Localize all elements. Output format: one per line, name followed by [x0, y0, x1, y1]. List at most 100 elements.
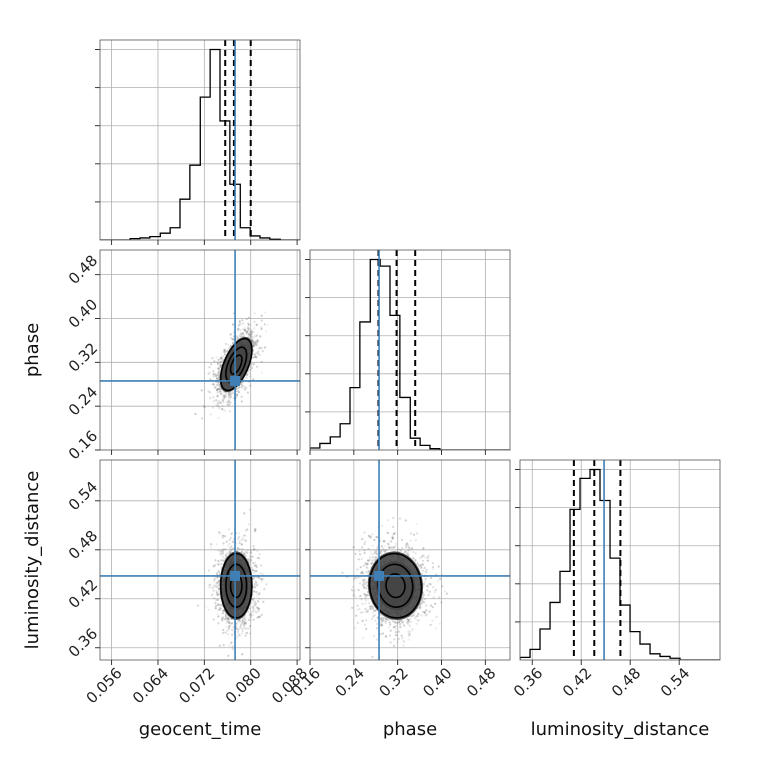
sample-point — [382, 550, 385, 553]
sample-point — [358, 582, 362, 585]
sample-point — [361, 570, 364, 573]
sample-point — [362, 578, 365, 581]
sample-point — [398, 622, 402, 626]
sample-point — [252, 345, 255, 348]
sample-point — [394, 624, 398, 628]
sample-point — [352, 546, 355, 549]
sample-point — [257, 352, 260, 356]
sample-point — [213, 386, 216, 389]
sample-point — [258, 597, 261, 600]
sample-point — [252, 345, 255, 348]
sample-point — [434, 588, 437, 592]
sample-point — [219, 364, 222, 367]
sample-point — [229, 393, 232, 396]
sample-point — [371, 655, 374, 659]
sample-point — [383, 540, 386, 544]
sample-point — [253, 600, 257, 604]
sample-point — [364, 582, 367, 586]
sample-point — [352, 590, 355, 593]
sample-point — [375, 535, 378, 538]
sample-point — [362, 585, 365, 588]
sample-point — [376, 616, 379, 619]
sample-point — [398, 517, 401, 520]
sample-point — [255, 576, 258, 579]
sample-point — [236, 393, 239, 396]
sample-point — [221, 404, 224, 408]
sample-point — [391, 535, 394, 538]
sample-point — [235, 396, 238, 399]
sample-point — [236, 328, 240, 331]
sample-point — [231, 391, 235, 394]
sample-point — [223, 348, 226, 351]
sample-point — [364, 540, 367, 544]
sample-point — [254, 343, 257, 346]
sample-point — [225, 617, 228, 620]
sample-point — [221, 354, 224, 358]
sample-point — [367, 571, 370, 574]
sample-point — [371, 607, 374, 610]
sample-point — [227, 617, 230, 620]
sample-point — [399, 623, 402, 627]
sample-point — [366, 562, 369, 565]
sample-point — [389, 641, 392, 644]
sample-point — [388, 634, 391, 637]
sample-point — [249, 334, 252, 337]
sample-point — [388, 621, 391, 624]
sample-point — [382, 619, 385, 622]
sample-point — [249, 560, 252, 563]
sample-point — [433, 591, 436, 594]
sample-point — [372, 615, 375, 618]
sample-point — [216, 377, 219, 380]
sample-point — [256, 338, 259, 342]
sample-point — [240, 543, 244, 546]
sample-point — [359, 566, 362, 569]
sample-point — [216, 581, 219, 585]
sample-point — [231, 548, 234, 551]
sample-point — [224, 548, 227, 551]
sample-point — [397, 548, 400, 551]
sample-point — [410, 614, 414, 618]
sample-point — [257, 609, 260, 612]
sample-point — [431, 562, 434, 565]
sample-point — [221, 408, 224, 411]
sample-point — [253, 570, 256, 573]
sample-point — [209, 397, 212, 400]
sample-point — [254, 528, 257, 531]
sample-point — [207, 569, 210, 572]
sample-point — [241, 630, 244, 633]
sample-point — [228, 391, 231, 394]
sample-point — [238, 548, 241, 551]
sample-point — [360, 557, 363, 561]
sample-point — [421, 598, 424, 601]
sample-point — [422, 547, 425, 550]
sample-point — [222, 631, 225, 635]
sample-point — [427, 594, 430, 597]
sample-point — [229, 397, 232, 400]
sample-point — [407, 620, 410, 623]
sample-point — [212, 372, 215, 375]
sample-point — [255, 323, 258, 326]
sample-point — [363, 623, 366, 626]
sample-point — [387, 545, 391, 549]
sample-point — [374, 552, 377, 555]
sample-point — [428, 582, 431, 586]
sample-point — [205, 605, 208, 608]
sample-point — [226, 618, 229, 621]
sample-point — [399, 619, 402, 623]
sample-point — [219, 390, 222, 393]
sample-point — [426, 556, 429, 559]
y-tick-label-phase-2: 0.32 — [65, 339, 101, 375]
sample-point — [238, 542, 241, 545]
sample-point — [225, 621, 228, 624]
sample-point — [426, 584, 429, 587]
truth-marker — [374, 570, 385, 581]
sample-point — [247, 327, 250, 331]
sample-point — [219, 361, 222, 364]
sample-point — [212, 383, 216, 386]
sample-point — [244, 385, 247, 389]
sample-point — [426, 559, 429, 562]
sample-point — [213, 360, 216, 363]
sample-point — [217, 608, 220, 611]
sample-point — [218, 608, 221, 611]
sample-point — [360, 598, 363, 601]
